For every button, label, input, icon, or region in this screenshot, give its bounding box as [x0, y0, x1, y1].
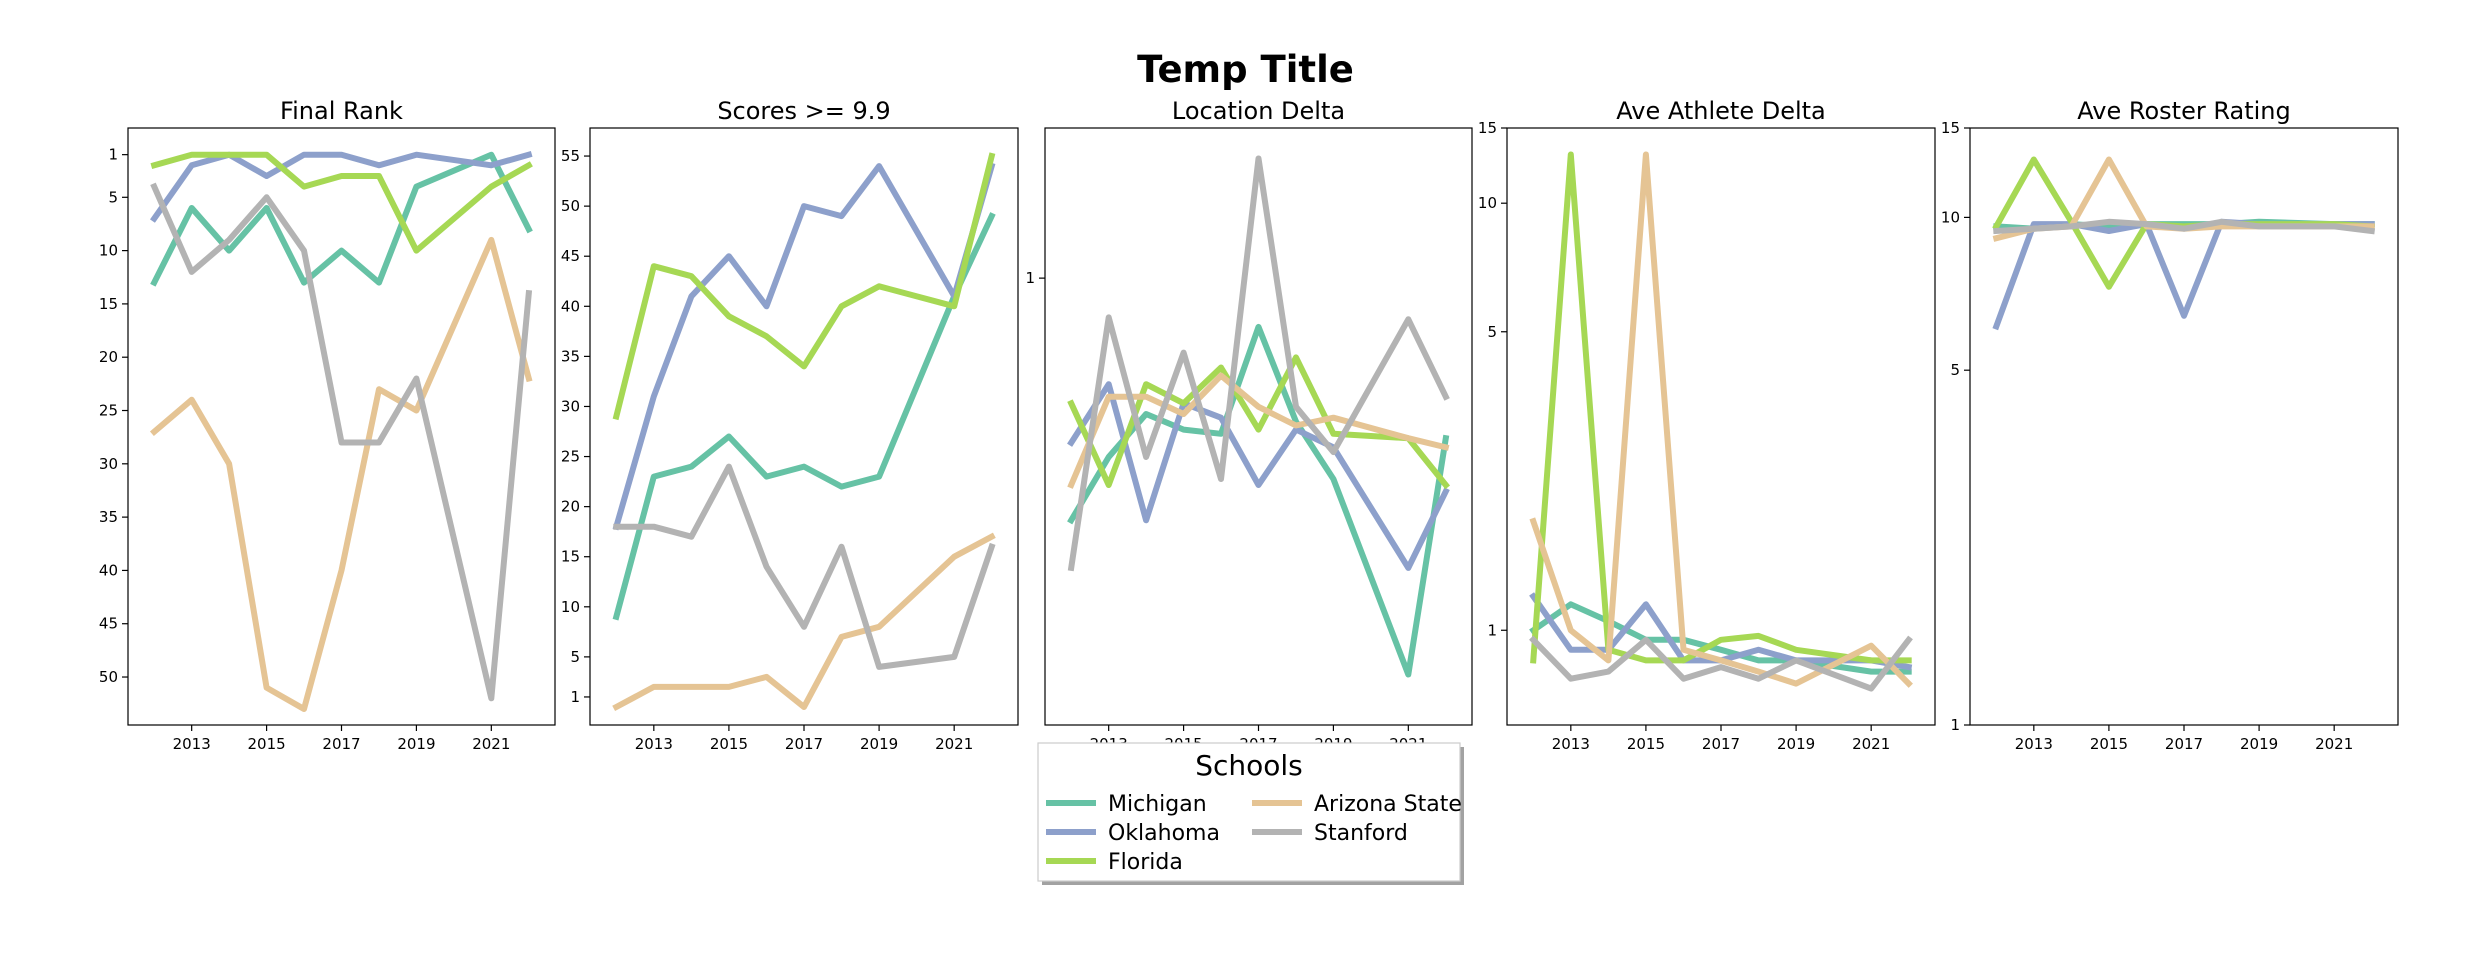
y-tick-label: 15 — [1478, 119, 1497, 137]
x-tick-label: 2013 — [1552, 735, 1590, 753]
panel-title-final-rank: Final Rank — [280, 97, 403, 125]
y-tick-label: 15 — [1941, 119, 1960, 137]
series-line-stanford-ave-athlete-delta — [1529, 635, 1913, 692]
panel-title-location-delta: Location Delta — [1172, 97, 1345, 125]
y-tick-label: 45 — [99, 615, 118, 633]
x-tick-label: 2017 — [1702, 735, 1740, 753]
figure-title: Temp Title — [1137, 48, 1354, 91]
y-tick-label: 15 — [561, 548, 580, 566]
y-tick-label: 35 — [561, 347, 580, 365]
x-tick-label: 2013 — [635, 735, 673, 753]
x-tick-label: 2013 — [2015, 735, 2053, 753]
y-tick-label: 45 — [561, 247, 580, 265]
y-tick-label: 40 — [99, 561, 118, 579]
legend-label-florida: Florida — [1108, 850, 1183, 875]
y-tick-label: 20 — [561, 498, 580, 516]
y-tick-label: 55 — [561, 147, 580, 165]
y-tick-label: 5 — [570, 648, 580, 666]
x-tick-label: 2013 — [173, 735, 211, 753]
x-tick-label: 2017 — [785, 735, 823, 753]
x-tick-label: 2015 — [247, 735, 285, 753]
x-tick-label: 2019 — [2240, 735, 2278, 753]
series-line-arizona-state-final-rank — [149, 236, 533, 712]
x-tick-label: 2017 — [2165, 735, 2203, 753]
y-tick-label: 50 — [561, 197, 580, 215]
y-tick-label: 5 — [1487, 323, 1497, 341]
x-tick-label: 2015 — [1627, 735, 1665, 753]
y-tick-label: 10 — [1941, 208, 1960, 226]
y-tick-label: 5 — [1950, 361, 1960, 379]
x-tick-label: 2019 — [860, 735, 898, 753]
y-tick-label: 30 — [99, 455, 118, 473]
panel-title-ave-athlete-delta: Ave Athlete Delta — [1616, 97, 1826, 125]
axes-frame-final-rank — [127, 127, 556, 726]
series-line-oklahoma-scores-9-9 — [612, 162, 996, 531]
y-tick-label: 1 — [570, 688, 580, 706]
x-tick-label: 2021 — [2315, 735, 2353, 753]
series-line-florida-final-rank — [150, 151, 533, 254]
series-line-stanford-location-delta — [1067, 155, 1450, 572]
x-tick-label: 2015 — [2090, 735, 2128, 753]
legend-box — [1037, 742, 1461, 882]
x-tick-label: 2021 — [472, 735, 510, 753]
series-line-oklahoma-final-rank — [150, 150, 533, 223]
y-tick-label: 35 — [99, 508, 118, 526]
legend: Schools Michigan Oklahoma Florida Arizona St… — [1037, 742, 1464, 885]
axes-frame-ave-roster-rating — [1969, 127, 2399, 726]
y-tick-label: 40 — [561, 297, 580, 315]
x-tick-label: 2019 — [1777, 735, 1815, 753]
y-tick-label: 50 — [99, 668, 118, 686]
y-tick-label: 1 — [1487, 621, 1497, 639]
series-line-florida-scores-9-9 — [612, 152, 996, 421]
legend-title: Schools — [1195, 749, 1303, 782]
y-tick-label: 25 — [561, 448, 580, 466]
y-tick-label: 30 — [561, 397, 580, 415]
series-line-oklahoma-ave-roster-rating — [1992, 218, 2375, 331]
x-tick-label: 2021 — [1852, 735, 1890, 753]
x-tick-label: 2017 — [322, 735, 360, 753]
legend-label-arizona-state: Arizona State — [1314, 792, 1462, 817]
panel-title-scores-9-9: Scores >= 9.9 — [717, 97, 890, 125]
y-tick-label: 1 — [1025, 269, 1035, 287]
series-line-oklahoma-location-delta — [1067, 381, 1450, 571]
series-line-arizona-state-scores-9-9 — [612, 532, 996, 712]
series-line-arizona-state-ave-athlete-delta — [1529, 151, 1913, 688]
legend-label-stanford: Stanford — [1314, 821, 1408, 846]
axes-frame-scores-9-9 — [589, 127, 1019, 726]
series-line-florida-ave-athlete-delta — [1530, 151, 1912, 664]
axes-frame-ave-athlete-delta — [1506, 127, 1936, 726]
y-tick-label: 5 — [108, 188, 118, 206]
y-tick-label: 10 — [1478, 194, 1497, 212]
series-line-stanford-scores-9-9 — [613, 463, 996, 670]
series-line-michigan-final-rank — [150, 151, 533, 287]
y-tick-label: 1 — [108, 146, 118, 164]
y-tick-label: 10 — [561, 598, 580, 616]
y-tick-label: 25 — [99, 402, 118, 420]
y-tick-label: 20 — [99, 348, 118, 366]
x-tick-label: 2019 — [397, 735, 435, 753]
series-line-oklahoma-ave-athlete-delta — [1529, 592, 1913, 671]
panel-title-ave-roster-rating: Ave Roster Rating — [2077, 97, 2290, 125]
legend-label-michigan: Michigan — [1108, 792, 1207, 817]
x-tick-label: 2021 — [935, 735, 973, 753]
y-tick-label: 10 — [99, 242, 118, 260]
series-line-florida-location-delta — [1067, 354, 1451, 490]
series-line-stanford-ave-roster-rating — [1993, 218, 2376, 235]
series-line-stanford-final-rank — [150, 182, 533, 702]
series-line-michigan-scores-9-9 — [612, 212, 996, 621]
x-tick-label: 2015 — [710, 735, 748, 753]
y-tick-label: 1 — [1950, 716, 1960, 734]
legend-label-oklahoma: Oklahoma — [1108, 821, 1220, 846]
y-tick-label: 15 — [99, 295, 118, 313]
